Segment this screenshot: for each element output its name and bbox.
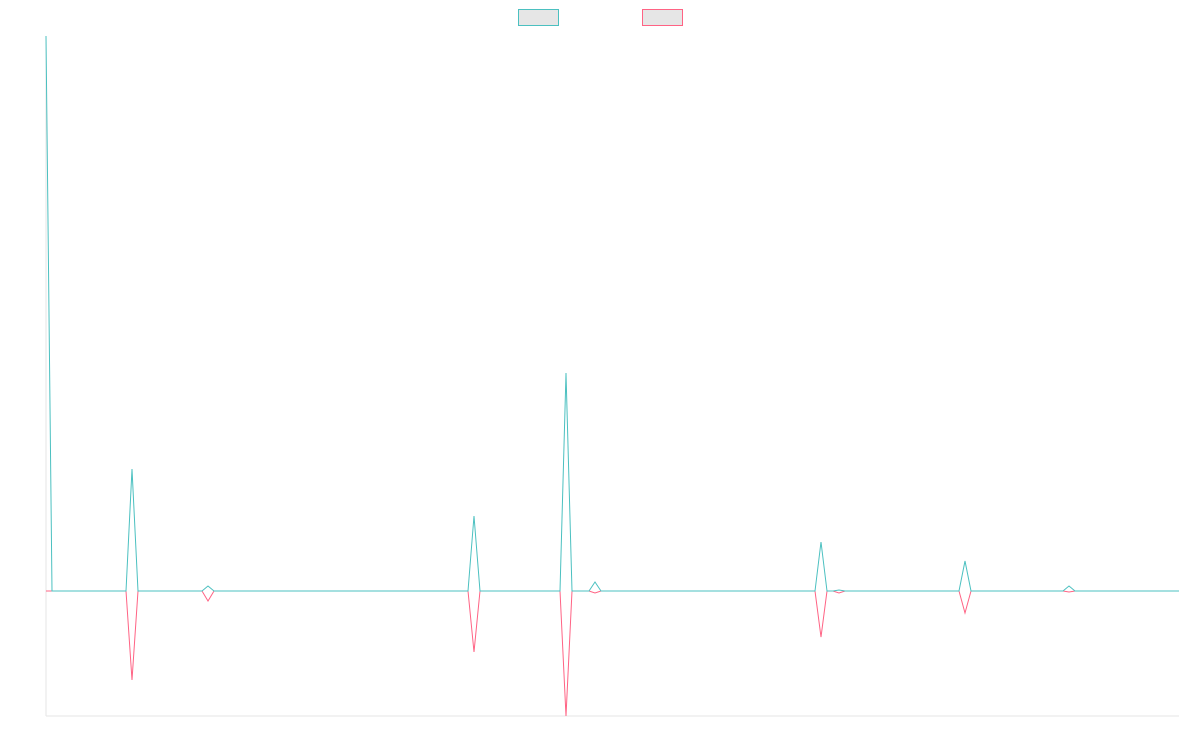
series-line-2 [46, 590, 1179, 717]
legend-swatch-series-2[interactable] [642, 9, 683, 26]
legend-swatch-series-1[interactable] [518, 9, 559, 26]
series-layer [45, 35, 1179, 717]
legend [518, 9, 683, 26]
series-line-1 [45, 35, 1179, 592]
axes [45, 36, 1179, 717]
